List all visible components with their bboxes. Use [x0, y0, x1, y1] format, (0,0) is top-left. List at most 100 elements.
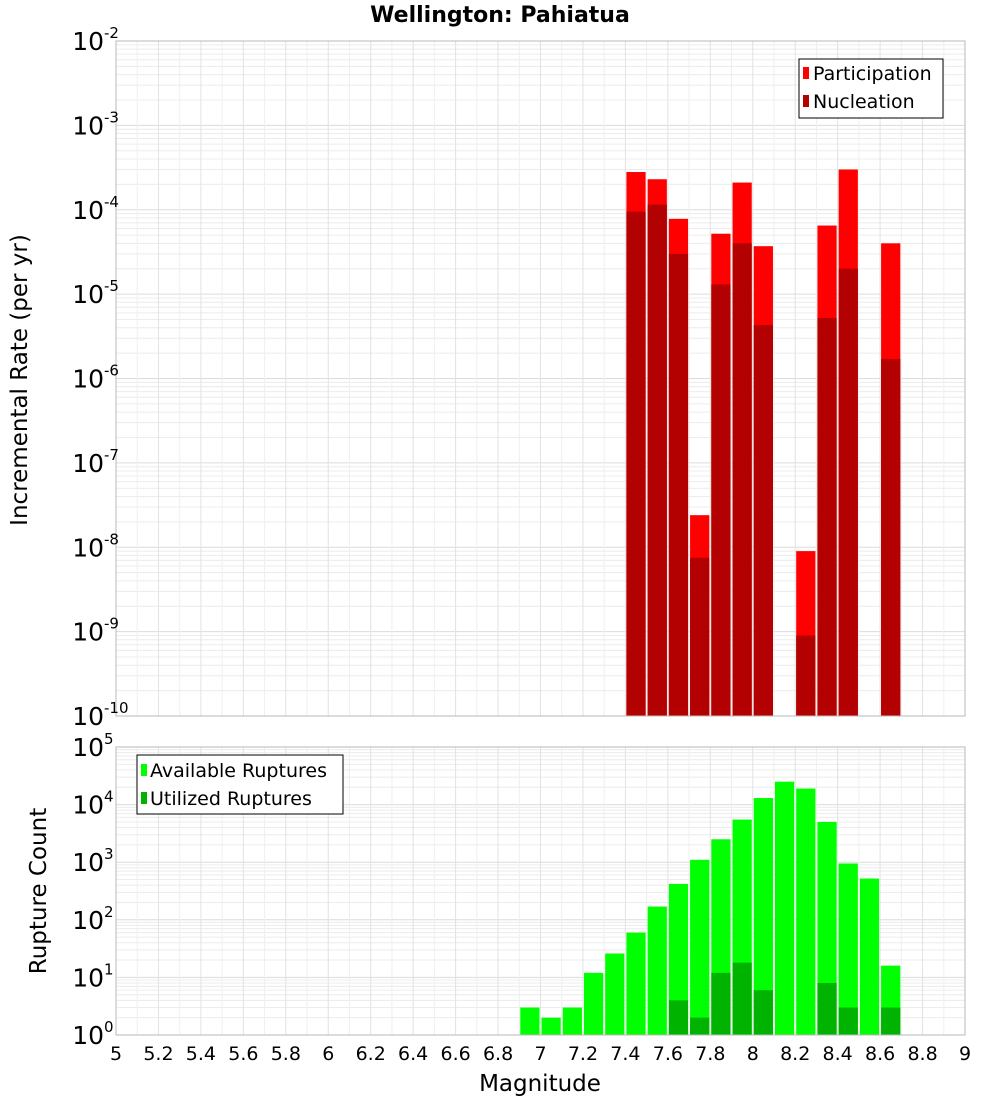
- x-tick-label: 6.2: [356, 1043, 386, 1065]
- x-tick-label: 8: [747, 1043, 759, 1065]
- x-tick-label: 7: [534, 1043, 546, 1065]
- nucleation-bar: [668, 253, 689, 716]
- rate-legend: Participation Nucleation: [798, 58, 944, 119]
- y-tick-base: 10: [72, 791, 104, 820]
- count-y-axis-label: Rupture Count: [26, 808, 52, 974]
- y-tick-exponent: 0: [104, 1018, 114, 1036]
- available-ruptures-bar: [583, 972, 604, 1035]
- y-tick-exponent: -2: [104, 24, 119, 42]
- count-legend-box: [136, 754, 344, 815]
- y-tick-label: 10 5: [72, 730, 113, 762]
- rate-legend-box: [798, 58, 944, 119]
- y-tick-label: 10 -4: [72, 193, 119, 225]
- y-tick-exponent: 5: [104, 730, 114, 748]
- nucleation-bar: [817, 318, 837, 716]
- x-tick-label: 7.4: [610, 1043, 640, 1065]
- available-ruptures-bar: [626, 932, 646, 1035]
- x-tick-label: 6.6: [440, 1043, 470, 1065]
- chart-title: Wellington: Pahiatua: [370, 3, 630, 28]
- y-tick-base: 10: [72, 848, 104, 877]
- x-tick-label: 5.4: [186, 1043, 216, 1065]
- available-ruptures-bar: [796, 788, 816, 1035]
- y-tick-label: 10 0: [72, 1018, 113, 1050]
- x-tick-label: 5: [110, 1043, 122, 1065]
- x-tick-label: 5.8: [271, 1043, 301, 1065]
- utilized-ruptures-bar: [881, 1007, 901, 1035]
- rate-bars: [626, 169, 901, 717]
- y-tick-base: 10: [72, 618, 104, 647]
- y-tick-exponent: 3: [104, 845, 114, 863]
- y-tick-exponent: -4: [104, 193, 119, 211]
- nucleation-bar: [626, 211, 646, 716]
- available-ruptures-bar: [520, 1007, 540, 1035]
- y-tick-exponent: -10: [104, 699, 129, 717]
- y-tick-base: 10: [72, 280, 104, 309]
- available-ruptures-legend-swatch: [141, 764, 147, 776]
- utilized-ruptures-legend-swatch: [141, 792, 147, 804]
- utilized-ruptures-bar: [690, 1017, 710, 1035]
- nucleation-bar: [690, 557, 710, 716]
- nucleation-bar: [881, 359, 901, 716]
- available-ruptures-bar: [774, 781, 795, 1035]
- y-tick-label: 10 -6: [72, 362, 119, 394]
- utilized-ruptures-bar: [817, 982, 837, 1035]
- nucleation-bar: [711, 284, 731, 716]
- y-tick-base: 10: [72, 963, 104, 992]
- x-tick-label: 8.8: [907, 1043, 937, 1065]
- y-tick-base: 10: [72, 733, 104, 762]
- count-legend: Available Ruptures Utilized Ruptures: [136, 754, 344, 815]
- nucleation-bar: [796, 635, 816, 716]
- x-tick-label: 6: [322, 1043, 334, 1065]
- y-tick-base: 10: [72, 196, 104, 225]
- y-tick-label: 10 2: [72, 903, 113, 935]
- y-tick-exponent: 2: [104, 903, 114, 921]
- x-tick-label: 8.6: [865, 1043, 895, 1065]
- available-ruptures-bar: [859, 878, 880, 1035]
- available-ruptures-bar: [668, 883, 689, 1035]
- y-tick-base: 10: [72, 702, 104, 731]
- y-tick-base: 10: [72, 1021, 104, 1050]
- y-tick-base: 10: [72, 533, 104, 562]
- participation-legend-swatch: [803, 67, 809, 79]
- utilized-ruptures-bar: [711, 972, 731, 1035]
- x-tick-label: 9: [959, 1043, 971, 1065]
- y-tick-label: 10 -2: [72, 24, 119, 56]
- utilized-ruptures-bar: [838, 1007, 858, 1035]
- nucleation-bar: [732, 243, 752, 717]
- x-tick-label: 6.8: [483, 1043, 513, 1065]
- nucleation-legend-swatch: [803, 95, 809, 107]
- y-tick-exponent: -8: [104, 530, 119, 548]
- participation-legend-label: Participation: [813, 63, 932, 85]
- available-ruptures-bar: [817, 821, 837, 1035]
- available-ruptures-bar: [541, 1017, 561, 1035]
- available-ruptures-bar: [838, 863, 858, 1035]
- y-tick-label: 10 4: [72, 788, 113, 820]
- x-tick-label: 7.2: [568, 1043, 598, 1065]
- available-ruptures-legend-label: Available Ruptures: [150, 760, 327, 782]
- y-tick-label: 10 -9: [72, 615, 119, 647]
- nucleation-bar: [838, 268, 858, 716]
- x-tick-label: 6.4: [398, 1043, 428, 1065]
- x-tick-label: 7.6: [653, 1043, 683, 1065]
- count-bars: [520, 781, 901, 1035]
- utilized-ruptures-bar: [732, 962, 752, 1035]
- available-ruptures-bar: [690, 859, 710, 1035]
- x-axis-label: Magnitude: [479, 1071, 601, 1097]
- available-ruptures-bar: [562, 1007, 582, 1035]
- x-tick-label: 8.2: [780, 1043, 810, 1065]
- y-tick-base: 10: [72, 449, 104, 478]
- y-tick-label: 10 -10: [72, 699, 128, 731]
- x-tick-label: 7.8: [695, 1043, 725, 1065]
- count-plot-frame: [115, 746, 966, 1036]
- y-tick-label: 10 -8: [72, 530, 119, 562]
- y-tick-base: 10: [72, 111, 104, 140]
- y-tick-exponent: -5: [104, 277, 119, 295]
- available-ruptures-bar: [647, 906, 667, 1035]
- y-tick-base: 10: [72, 365, 104, 394]
- x-tick-label: 8.4: [823, 1043, 853, 1065]
- y-tick-label: 10 1: [72, 960, 113, 992]
- nucleation-bar: [647, 204, 667, 717]
